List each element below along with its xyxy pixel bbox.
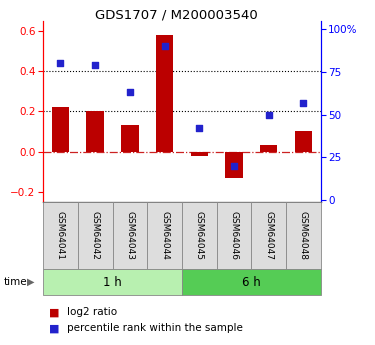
- Bar: [251, 202, 286, 269]
- Text: GSM64042: GSM64042: [91, 211, 100, 260]
- Bar: [295, 131, 312, 151]
- Bar: [182, 202, 217, 269]
- Bar: [43, 269, 182, 295]
- Text: log2 ratio: log2 ratio: [67, 307, 117, 317]
- Text: 6 h: 6 h: [242, 276, 261, 288]
- Bar: [260, 146, 277, 151]
- Bar: [182, 269, 321, 295]
- Text: ■: ■: [49, 324, 59, 333]
- Text: GSM64045: GSM64045: [195, 211, 204, 260]
- Bar: [78, 202, 112, 269]
- Bar: [112, 202, 147, 269]
- Point: [127, 90, 133, 95]
- Bar: [147, 202, 182, 269]
- Text: ■: ■: [49, 307, 59, 317]
- Text: GSM64048: GSM64048: [299, 211, 308, 260]
- Text: GSM64046: GSM64046: [230, 211, 238, 260]
- Point: [196, 125, 202, 131]
- Bar: [121, 125, 138, 151]
- Point: [162, 43, 168, 49]
- Text: ▶: ▶: [27, 277, 34, 287]
- Bar: [225, 151, 243, 178]
- Text: GSM64043: GSM64043: [125, 211, 134, 260]
- Bar: [286, 202, 321, 269]
- Bar: [87, 111, 104, 151]
- Bar: [43, 202, 78, 269]
- Point: [300, 100, 306, 105]
- Point: [57, 61, 63, 66]
- Point: [266, 112, 272, 117]
- Text: GSM64041: GSM64041: [56, 211, 65, 260]
- Bar: [190, 151, 208, 156]
- Text: 1 h: 1 h: [103, 276, 122, 288]
- Text: percentile rank within the sample: percentile rank within the sample: [67, 324, 243, 333]
- Bar: [217, 202, 251, 269]
- Text: GSM64044: GSM64044: [160, 211, 169, 260]
- Text: GSM64047: GSM64047: [264, 211, 273, 260]
- Point: [92, 62, 98, 68]
- Text: GDS1707 / M200003540: GDS1707 / M200003540: [95, 9, 258, 22]
- Point: [231, 163, 237, 168]
- Bar: [156, 35, 173, 151]
- Text: time: time: [4, 277, 27, 287]
- Bar: [52, 107, 69, 151]
